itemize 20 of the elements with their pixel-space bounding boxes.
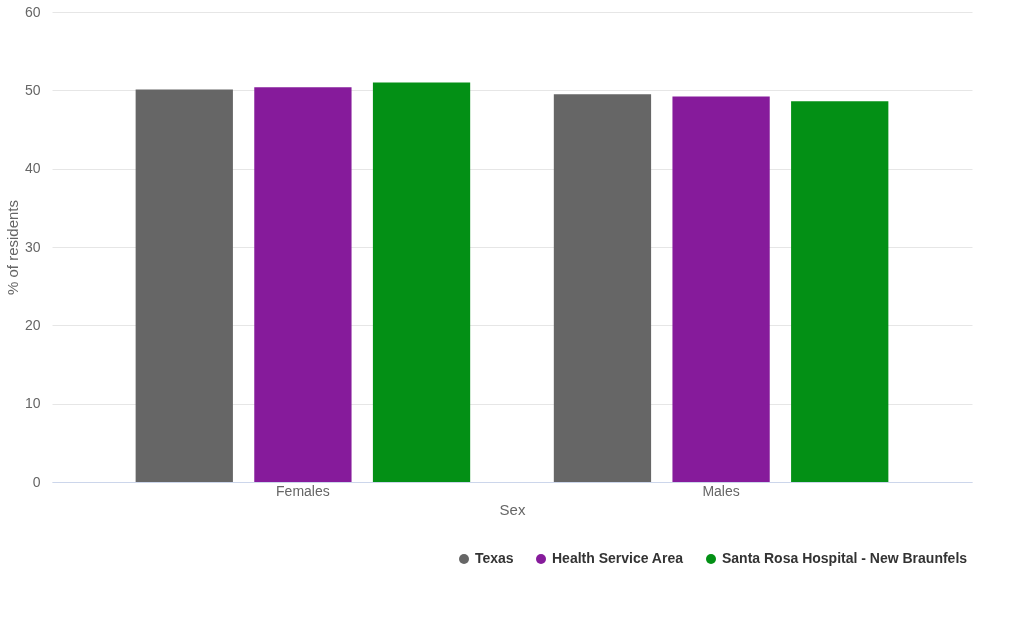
bar — [672, 96, 770, 482]
y-tick-label: 0 — [32, 473, 41, 490]
y-tick-label: 30 — [24, 238, 41, 255]
y-tick-label: 40 — [24, 160, 41, 177]
y-axis-title: % of residents — [3, 199, 21, 296]
y-tick-label: 60 — [24, 3, 41, 20]
x-tick-label: Females — [276, 482, 330, 499]
legend-label: Health Service Area — [552, 550, 684, 566]
bar — [791, 101, 889, 482]
bar — [553, 94, 652, 482]
y-tick-label: 50 — [24, 81, 41, 98]
y-tick-label: 20 — [24, 316, 41, 333]
y-tick-label: 10 — [24, 395, 41, 412]
bar — [372, 82, 471, 482]
legend-label: Texas — [475, 550, 514, 566]
legend-label: Santa Rosa Hospital - New Braunfels — [722, 550, 968, 566]
bar — [135, 89, 233, 482]
x-axis-title: Sex — [499, 500, 526, 518]
x-tick-label: Males — [702, 482, 740, 499]
bar — [254, 87, 352, 482]
